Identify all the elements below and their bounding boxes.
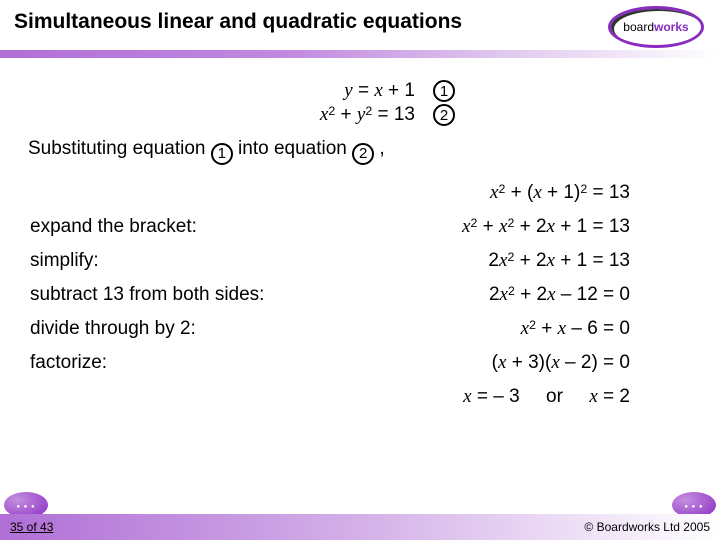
text: Substituting equation	[28, 138, 211, 159]
step-eq: 2x2 + 2x – 12 = 0	[312, 279, 690, 311]
step-label: subtract 13 from both sides:	[30, 279, 310, 311]
content: y = x + 1 1 x2 + y2 = 13 2 Substituting …	[0, 60, 720, 514]
step-label: factorize:	[30, 347, 310, 379]
solution-row: x = – 3 or x = 2	[30, 381, 690, 413]
step-label: simplify:	[30, 245, 310, 277]
step-eq: (x + 3)(x – 2) = 0	[312, 347, 690, 379]
steps-table: x2 + (x + 1)2 = 13 expand the bracket: x…	[28, 175, 692, 415]
page-number: 35 of 43	[10, 520, 53, 534]
text: into equation	[238, 138, 352, 159]
dots-icon	[684, 500, 703, 511]
step-row: divide through by 2: x2 + x – 6 = 0	[30, 313, 690, 345]
copyright: © Boardworks Ltd 2005	[584, 520, 710, 534]
step-eq: x2 + x – 6 = 0	[312, 313, 690, 345]
step-row: expand the bracket: x2 + x2 + 2x + 1 = 1…	[30, 211, 690, 243]
step-label: expand the bracket:	[30, 211, 310, 243]
step-row: subtract 13 from both sides: 2x2 + 2x – …	[30, 279, 690, 311]
footer: 35 of 43 © Boardworks Ltd 2005	[0, 514, 720, 540]
equation-system: y = x + 1 1 x2 + y2 = 13 2	[28, 80, 692, 126]
step-eq: 2x2 + 2x + 1 = 13	[312, 245, 690, 277]
system-eq-1: y = x + 1 1	[28, 80, 692, 102]
step-label	[30, 177, 310, 209]
step-row: x2 + (x + 1)2 = 13	[30, 177, 690, 209]
header: Simultaneous linear and quadratic equati…	[0, 0, 720, 58]
eq-expr: x2 + y2 = 13	[265, 104, 415, 126]
solution: x = – 3 or x = 2	[312, 381, 690, 413]
eq-tag-1: 1	[433, 80, 455, 102]
step-label: divide through by 2:	[30, 313, 310, 345]
header-accent-bar	[0, 50, 720, 58]
system-eq-2: x2 + y2 = 13 2	[28, 104, 692, 126]
ref-tag-1: 1	[211, 143, 233, 165]
logo-prefix: board	[623, 20, 654, 34]
eq-tag-2: 2	[433, 104, 455, 126]
logo: boardworks	[602, 4, 710, 52]
ref-tag-2: 2	[352, 143, 374, 165]
eq-expr: y = x + 1	[265, 80, 415, 102]
step-row: factorize: (x + 3)(x – 2) = 0	[30, 347, 690, 379]
dots-icon	[16, 500, 35, 511]
step-eq: x2 + (x + 1)2 = 13	[312, 177, 690, 209]
step-eq: x2 + x2 + 2x + 1 = 13	[312, 211, 690, 243]
substitution-sentence: Substituting equation 1 into equation 2 …	[28, 138, 692, 165]
step-row: simplify: 2x2 + 2x + 1 = 13	[30, 245, 690, 277]
text: ,	[379, 138, 384, 159]
logo-suffix: works	[654, 20, 689, 34]
